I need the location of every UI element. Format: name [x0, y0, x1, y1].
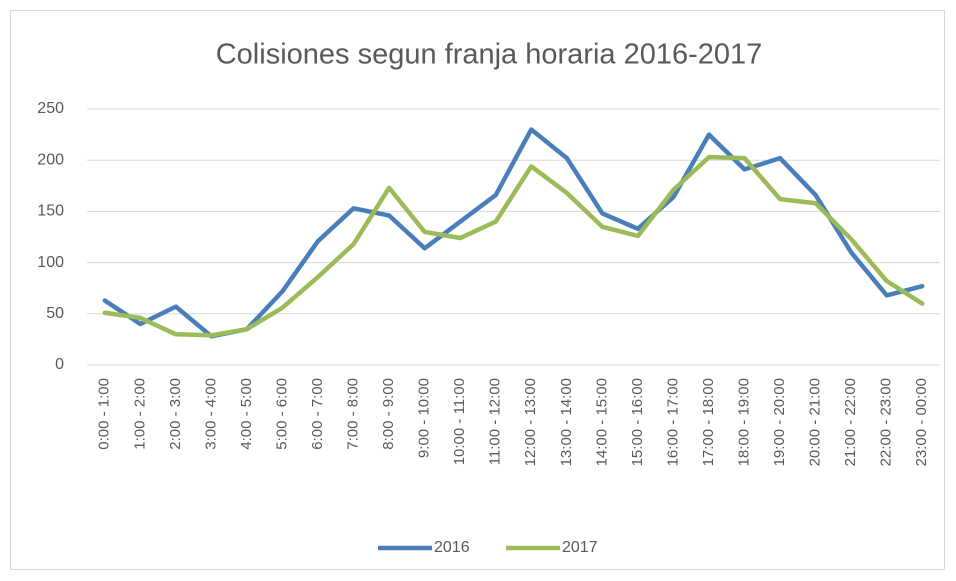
- x-tick-label: 14:00 - 15:00: [593, 378, 610, 466]
- y-tick-label: 0: [55, 356, 64, 373]
- x-tick-label: 15:00 - 16:00: [629, 378, 646, 466]
- chart-frame: [10, 10, 945, 570]
- legend-label: 2017: [562, 539, 598, 556]
- x-tick-label: 17:00 - 18:00: [700, 378, 717, 466]
- x-tick-label: 7:00 - 8:00: [345, 378, 362, 450]
- x-tick-label: 18:00 - 19:00: [735, 378, 752, 466]
- x-tick-label: 10:00 - 11:00: [451, 378, 468, 465]
- x-tick-label: 2:00 - 3:00: [167, 378, 184, 450]
- x-tick-label: 12:00 - 13:00: [522, 378, 539, 466]
- y-tick-label: 50: [46, 305, 64, 322]
- y-tick-label: 100: [37, 254, 64, 271]
- x-tick-label: 19:00 - 20:00: [771, 378, 788, 466]
- x-tick-label: 9:00 - 10:00: [416, 378, 433, 458]
- x-tick-label: 23:00 - 00:00: [913, 378, 930, 466]
- legend-label: 2016: [434, 539, 470, 556]
- y-tick-label: 150: [37, 203, 64, 220]
- y-tick-label: 250: [37, 100, 64, 117]
- x-tick-label: 22:00 - 23:00: [878, 378, 895, 466]
- x-tick-label: 13:00 - 14:00: [558, 378, 575, 466]
- x-tick-label: 4:00 - 5:00: [238, 378, 255, 450]
- x-tick-label: 3:00 - 4:00: [202, 378, 219, 450]
- x-tick-label: 0:00 - 1:00: [96, 378, 113, 450]
- x-tick-label: 11:00 - 12:00: [487, 378, 504, 465]
- x-tick-label: 8:00 - 9:00: [380, 378, 397, 450]
- chart-title: Colisiones segun franja horaria 2016-201…: [216, 39, 763, 71]
- x-tick-label: 16:00 - 17:00: [664, 378, 681, 466]
- y-tick-label: 200: [37, 151, 64, 168]
- x-tick-label: 20:00 - 21:00: [807, 378, 824, 466]
- x-tick-label: 5:00 - 6:00: [273, 378, 290, 450]
- data-line: [102, 154, 925, 338]
- x-tick-label: 6:00 - 7:00: [309, 378, 326, 450]
- x-tick-label: 21:00 - 22:00: [842, 378, 859, 466]
- x-tick-label: 1:00 - 2:00: [131, 378, 148, 450]
